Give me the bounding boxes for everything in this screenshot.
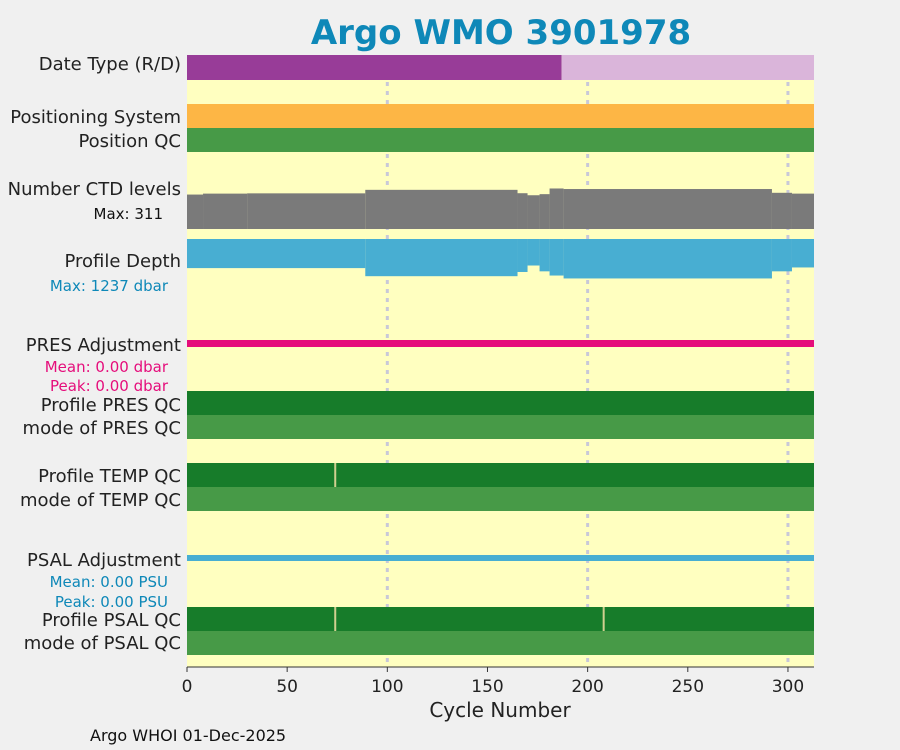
chart-marks [187, 55, 814, 655]
label-pres-adjustment: PRES Adjustment [26, 335, 181, 356]
x-ticks: 0 50 100 150 200 250 300 [182, 667, 804, 697]
label-profile-depth: Profile Depth [64, 251, 181, 272]
ctd-segment-4 [517, 193, 528, 229]
label-positioning-system: Positioning System [10, 107, 181, 128]
label-profile-temp-qc: Profile TEMP QC [38, 466, 181, 487]
plot-area [187, 55, 814, 667]
profile-temp-qc-bar [187, 463, 814, 487]
profile-psal-qc-marker-74 [334, 607, 337, 631]
ctd-segment-3 [365, 189, 518, 229]
x-axis-label: Cycle Number [429, 698, 571, 722]
position-qc-bar [187, 128, 814, 152]
x-tick-label-150: 150 [471, 677, 503, 697]
qc-markers [334, 463, 605, 631]
depth-segment-3 [527, 239, 540, 266]
date-type-delayed-bar [561, 55, 814, 80]
x-tick-label-0: 0 [182, 677, 193, 697]
row-labels: Date Type (R/D) Positioning System Posit… [8, 54, 181, 654]
pres-peak-label: Peak: 0.00 dbar [50, 377, 169, 395]
ctd-segment-9 [771, 192, 792, 229]
psal-adjustment-line [187, 555, 814, 561]
label-ctd-levels: Number CTD levels [8, 179, 181, 200]
psal-mean-label: Mean: 0.00 PSU [50, 573, 168, 591]
profile-pres-qc-bar [187, 391, 814, 415]
pres-mean-label: Mean: 0.00 dbar [45, 358, 169, 376]
depth-segment-0 [187, 239, 366, 269]
label-position-qc: Position QC [78, 131, 181, 152]
x-tick-label-50: 50 [276, 677, 298, 697]
pres-adjustment-line [187, 340, 814, 347]
profile-psal-qc-bar [187, 607, 814, 631]
x-axis: 0 50 100 150 200 250 300 Cycle Number [182, 666, 814, 722]
gridlines [385, 55, 790, 667]
x-tick-label-300: 300 [772, 677, 804, 697]
mode-psal-qc-bar [187, 631, 814, 655]
mode-temp-qc-bar [187, 487, 814, 511]
profile-depth-bars [187, 239, 814, 279]
label-mode-temp-qc: mode of TEMP QC [20, 490, 181, 511]
ctd-segment-2 [247, 193, 366, 229]
x-tick-label-100: 100 [371, 677, 403, 697]
date-type-realtime-bar [187, 55, 562, 80]
ctd-segment-5 [527, 195, 540, 229]
ctd-segment-1 [203, 193, 248, 229]
depth-segment-4 [539, 239, 550, 272]
depth-segment-7 [771, 239, 792, 272]
label-profile-psal-qc: Profile PSAL QC [42, 610, 181, 631]
positioning-system-bar [187, 104, 814, 128]
depth-segment-2 [517, 239, 528, 272]
profile-psal-qc-marker-208 [602, 607, 605, 631]
depth-segment-1 [365, 239, 518, 277]
x-tick-label-200: 200 [571, 677, 603, 697]
label-mode-psal-qc: mode of PSAL QC [24, 633, 181, 654]
ctd-segment-10 [791, 193, 814, 229]
depth-segment-8 [791, 239, 814, 268]
x-tick-label-250: 250 [672, 677, 704, 697]
chart-title: Argo WMO 3901978 [311, 13, 691, 53]
depth-segment-5 [549, 239, 564, 276]
profile-temp-qc-marker-74 [334, 463, 337, 487]
ctd-max-label: Max: 311 [94, 205, 163, 223]
mode-pres-qc-bar [187, 415, 814, 439]
ctd-levels-bars [187, 188, 814, 229]
ctd-segment-8 [563, 189, 772, 229]
label-date-type: Date Type (R/D) [39, 54, 181, 75]
label-mode-pres-qc: mode of PRES QC [23, 418, 181, 439]
depth-segment-6 [563, 239, 772, 279]
depth-max-label: Max: 1237 dbar [50, 277, 169, 295]
footer-credit: Argo WHOI 01-Dec-2025 [90, 726, 286, 745]
ctd-segment-0 [187, 194, 204, 229]
psal-peak-label: Peak: 0.00 PSU [55, 593, 168, 611]
ctd-segment-7 [549, 188, 564, 229]
label-psal-adjustment: PSAL Adjustment [27, 550, 181, 571]
ctd-segment-6 [539, 194, 550, 229]
label-profile-pres-qc: Profile PRES QC [41, 395, 181, 416]
